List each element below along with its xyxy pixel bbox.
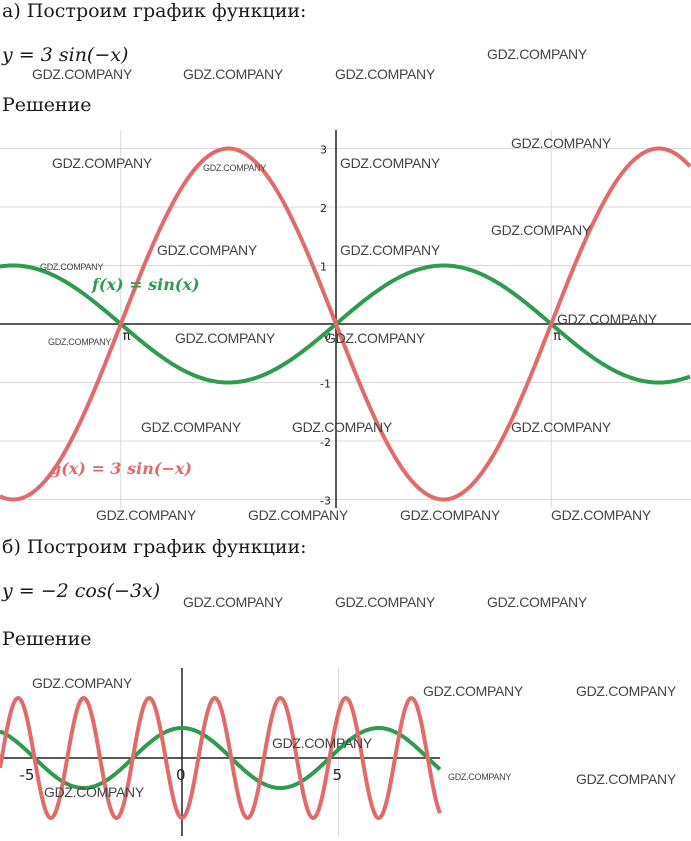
graph-b-x-tick-label: 5 [333,766,343,784]
watermark: GDZ.COMPANY [183,66,283,82]
graph-a-origin-label: 0 [324,330,331,343]
watermark: GDZ.COMPANY [487,46,587,62]
graph-a-g-label: g(x) = 3 sin(−x) [50,459,192,478]
part-a-heading: а) Построим график функции: [2,0,307,22]
watermark: GDZ.COMPANY [248,507,348,523]
watermark: GDZ.COMPANY [157,242,257,258]
watermark: GDZ.COMPANY [448,772,512,782]
watermark: GDZ.COMPANY [511,419,611,435]
watermark: GDZ.COMPANY [400,507,500,523]
graph-a-y-tick-label: -1 [320,378,331,391]
graph-b: -5 0 5 [0,668,442,836]
watermark: GDZ.COMPANY [203,163,267,173]
part-a-formula: y = 3 sin(−x) [2,44,129,66]
graph-b-x-tick-label: -5 [20,766,35,784]
watermark: GDZ.COMPANY [175,330,275,346]
watermark: GDZ.COMPANY [48,337,112,347]
watermark: GDZ.COMPANY [96,507,196,523]
watermark: GDZ.COMPANY [335,66,435,82]
watermark: GDZ.COMPANY [423,683,523,699]
watermark: GDZ.COMPANY [511,135,611,151]
graph-a-y-tick-label: 2 [320,202,327,215]
watermark: GDZ.COMPANY [487,594,587,610]
watermark: GDZ.COMPANY [272,735,372,751]
watermark: GDZ.COMPANY [491,222,591,238]
graph-a-pi-label: π [553,329,561,344]
graph-a-grid [0,130,691,508]
watermark: GDZ.COMPANY [551,507,651,523]
watermark: GDZ.COMPANY [141,419,241,435]
graph-a-ticks: 3 2 1 -1 -2 -3 0 π π [123,144,561,508]
graph-a-series-f [0,263,691,385]
part-b-solution-label: Решение [2,628,92,650]
watermark: GDZ.COMPANY [325,330,425,346]
watermark: GDZ.COMPANY [183,594,283,610]
graph-b-series-green [0,725,442,791]
watermark: GDZ.COMPANY [340,155,440,171]
graph-b-axes [0,668,440,836]
watermark: GDZ.COMPANY [576,683,676,699]
graph-a-y-tick-label: 3 [320,144,327,157]
part-b-formula: y = −2 cos(−3x) [2,580,161,602]
part-b-heading: б) Построим график функции: [2,536,307,558]
watermark: GDZ.COMPANY [44,784,144,800]
watermark: GDZ.COMPANY [292,419,392,435]
watermark: GDZ.COMPANY [557,311,657,327]
part-a-solution-label: Решение [2,94,92,116]
watermark: GDZ.COMPANY [576,771,676,787]
graph-a-y-tick-label: -2 [320,436,331,449]
graph-a-y-tick-label: -3 [320,495,331,508]
watermark: GDZ.COMPANY [32,675,132,691]
watermark: GDZ.COMPANY [340,242,440,258]
graph-a-y-tick-label: 1 [320,261,327,274]
watermark: GDZ.COMPANY [52,155,152,171]
watermark: GDZ.COMPANY [32,66,132,82]
graph-a-f-label: f(x) = sin(x) [91,275,200,294]
watermark: GDZ.COMPANY [40,262,104,272]
watermark: GDZ.COMPANY [335,594,435,610]
graph-a: 3 2 1 -1 -2 -3 0 π π f(x) = sin(x) g(x) = 3 sin(… [0,130,691,508]
graph-a-pi-label: π [123,329,131,344]
graph-a-series-g [0,146,691,502]
graph-b-x-tick-label: 0 [176,766,186,784]
graph-b-ticks: -5 0 5 [20,766,343,784]
graph-b-series-red [0,695,442,821]
